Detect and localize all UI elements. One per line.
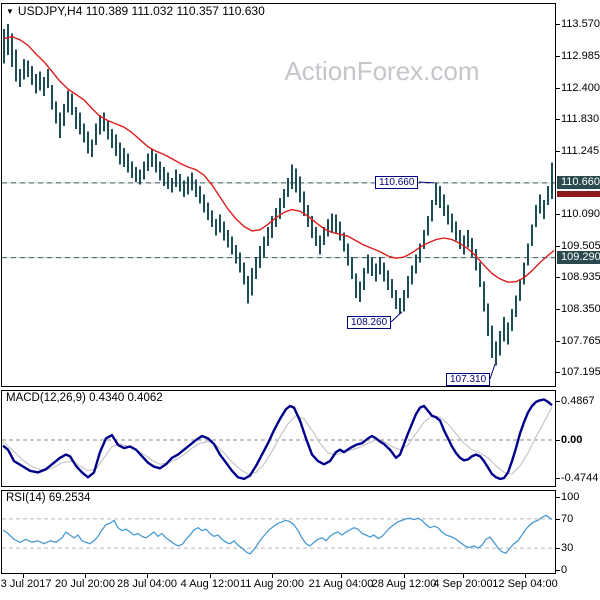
time-label: 13 Jul 2017 [0, 578, 52, 590]
axis-tick [556, 478, 560, 479]
axis-label: 110.090 [561, 208, 600, 220]
axis-tick [556, 548, 560, 549]
axis-tick [556, 119, 560, 120]
axis-label: 0.4867 [561, 395, 595, 407]
moving-average-line [3, 35, 555, 283]
axis-tick [556, 246, 560, 247]
axis-label: -0.4744 [561, 472, 599, 484]
rsi-panel[interactable]: RSI(14) 69.2534 [1, 490, 556, 574]
axis-label: 109.505 [561, 240, 600, 252]
price-bars [2, 24, 554, 366]
axis-label: 112.985 [561, 50, 600, 62]
axis-label: 107.765 [561, 335, 600, 347]
time-tick [210, 574, 211, 578]
axis-tick [556, 440, 560, 441]
annotation-connector [418, 181, 435, 184]
price-chart-canvas[interactable] [2, 4, 555, 386]
axis-label: 111.830 [561, 113, 600, 125]
axis-label: 100 [561, 491, 580, 503]
price-level-tag: 110.660 [557, 176, 600, 189]
rsi-chart-canvas[interactable] [2, 491, 555, 573]
macd-title: MACD(12,26,9) 0.4340 0.4062 [6, 392, 163, 404]
chart-title-text: USDJPY,H4 110.389 111.032 110.357 110.63… [17, 4, 265, 18]
axis-label: 70 [561, 513, 574, 525]
axis-label: 30 [561, 542, 574, 554]
price-annotation[interactable]: 108.260 [347, 316, 392, 329]
axis-tick [556, 214, 560, 215]
axis-tick [556, 497, 560, 498]
axis-label: 107.195 [561, 366, 600, 378]
annotation-connector [390, 311, 403, 323]
axis-tick [556, 56, 560, 57]
time-label: 28 Aug 12:00 [371, 578, 437, 590]
time-label: 4 Sep 20:00 [433, 578, 493, 590]
time-tick [341, 574, 342, 578]
current-price-tag [557, 191, 600, 197]
axis-label: 112.400 [561, 82, 600, 94]
price-level-tag: 109.290 [557, 251, 600, 264]
axis-tick [556, 570, 560, 571]
time-label: 11 Aug 20:00 [239, 578, 305, 590]
time-label: 21 Aug 04:00 [308, 578, 374, 590]
axis-tick [556, 341, 560, 342]
axis-label: 113.570 [561, 18, 600, 30]
axis-label: 0 [561, 564, 568, 576]
axis-tick [556, 519, 560, 520]
rsi-title: RSI(14) 69.2534 [6, 492, 91, 504]
axis-tick [556, 401, 560, 402]
axis-tick [556, 309, 560, 310]
time-tick [85, 574, 86, 578]
price-annotation[interactable]: 110.660 [375, 176, 419, 189]
watermark: ActionForex.com [284, 56, 480, 86]
annotation-connector [489, 363, 496, 380]
macd-main-line [2, 398, 553, 481]
time-tick [404, 574, 405, 578]
time-label: 28 Jul 04:00 [117, 578, 177, 590]
axis-label: 0.00 [561, 434, 583, 446]
axis-label: 108.350 [561, 303, 600, 315]
time-tick [23, 574, 24, 578]
axis-label: 111.245 [561, 145, 600, 157]
macd-signal-line [2, 406, 553, 475]
rsi-line [2, 514, 553, 555]
price-panel[interactable]: ▼ USDJPY,H4 110.389 111.032 110.357 110.6… [1, 3, 556, 387]
axis-tick [556, 151, 560, 152]
time-label: 20 Jul 20:00 [55, 578, 115, 590]
axis-label: 108.935 [561, 271, 600, 283]
triangle-down-icon[interactable]: ▼ [6, 7, 14, 16]
time-tick [147, 574, 148, 578]
macd-panel[interactable]: MACD(12,26,9) 0.4340 0.4062 [1, 390, 556, 487]
chart-title: ▼ USDJPY,H4 110.389 111.032 110.357 110.6… [6, 4, 265, 18]
price-annotation[interactable]: 107.310 [446, 373, 491, 386]
axis-tick [556, 24, 560, 25]
time-tick [463, 574, 464, 578]
macd-chart-canvas[interactable] [2, 391, 555, 486]
axis-tick [556, 277, 560, 278]
axis-tick [556, 372, 560, 373]
time-label: 12 Sep 04:00 [492, 578, 558, 590]
time-tick [525, 574, 526, 578]
axis-tick [556, 88, 560, 89]
time-label: 4 Aug 12:00 [180, 578, 240, 590]
time-tick [272, 574, 273, 578]
